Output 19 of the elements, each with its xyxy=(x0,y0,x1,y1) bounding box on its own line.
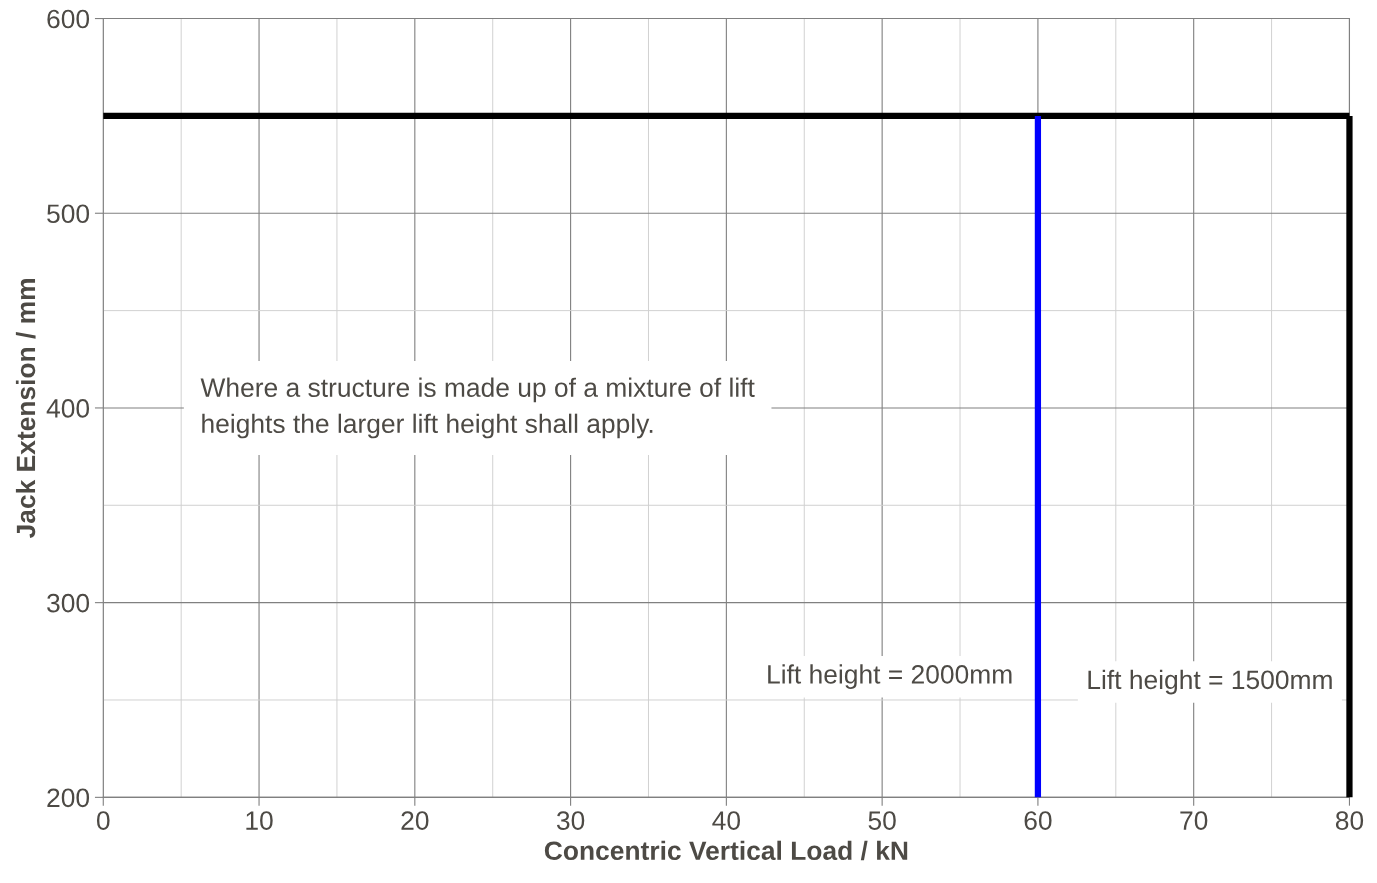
annotation: Where a structure is made up of a mixture of lift heights the larger lift height shall apply. xyxy=(200,377,755,439)
x-tick-label: 10 xyxy=(246,811,273,830)
x-tick-label: 60 xyxy=(1024,811,1052,830)
annotation: Lift height = 2000mm xyxy=(768,664,1012,689)
x-tick-label: 0 xyxy=(96,811,110,830)
x-tick-label: 80 xyxy=(1335,811,1364,830)
x-tick-label: 20 xyxy=(401,811,429,830)
y-axis-title: Jack Extension / mm xyxy=(15,279,36,539)
x-axis-title: Concentric Vertical Load / kN xyxy=(544,840,908,861)
y-tick-label: 600 xyxy=(47,9,90,29)
x-tick-label: 70 xyxy=(1180,811,1208,830)
y-tick-label: 200 xyxy=(47,788,90,808)
x-tick-label: 30 xyxy=(556,811,585,830)
annotation: Lift height = 1500mm xyxy=(1088,669,1332,695)
y-tick-label: 300 xyxy=(47,593,90,613)
x-tick-label: 40 xyxy=(712,811,741,830)
y-tick-label: 500 xyxy=(47,204,90,224)
x-tick-label: 50 xyxy=(868,811,896,830)
y-tick-label: 400 xyxy=(46,399,90,418)
